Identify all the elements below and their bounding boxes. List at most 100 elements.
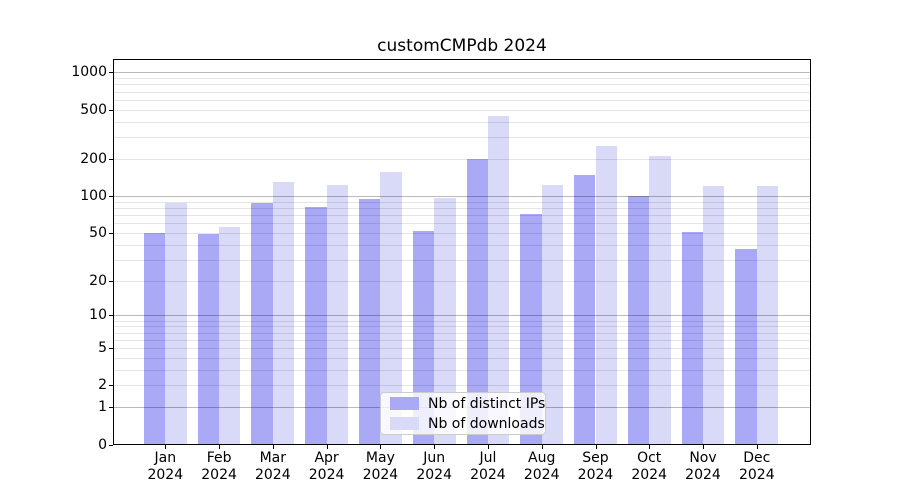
legend-item-downloads: Nb of downloads [390,416,545,432]
legend-item-distinct-ips: Nb of distinct IPs [390,396,545,412]
y-tick-label-200: 200 [80,150,107,167]
bar-nov-distinct-ips [681,231,703,445]
x-tick-sep [595,444,597,449]
x-tick-apr [326,444,328,449]
minor-gridline-40 [114,244,810,246]
y-tick-1000 [109,72,113,74]
minor-gridline-9 [114,320,810,322]
y-tick-2 [109,385,113,387]
minor-gridline-200 [114,158,810,160]
minor-gridline-90 [114,201,810,203]
bar-feb-distinct-ips [197,233,220,445]
x-tick-aug [541,444,543,449]
bar-jun-distinct-ips [412,230,435,445]
minor-gridline-20 [114,280,810,282]
minor-gridline-70 [114,214,810,216]
bar-dec-distinct-ips [735,248,757,445]
minor-gridline-4 [114,357,810,359]
minor-gridline-50 [114,232,810,234]
minor-gridline-80 [114,207,810,209]
bar-oct-distinct-ips [627,196,650,445]
x-tick-label-nov: Nov 2024 [685,449,721,483]
chart-title: customCMPdb 2024 [377,36,547,56]
bar-nov-downloads [703,186,725,445]
x-tick-label-mar: Mar 2024 [254,449,291,483]
bar-may-distinct-ips [359,198,381,445]
bar-may-downloads [380,171,402,445]
bar-sep-downloads [595,145,617,445]
y-tick-label-1000: 1000 [71,64,107,81]
x-tick-label-aug: Aug 2024 [523,449,560,483]
x-tick-label-dec: Dec 2024 [738,449,775,483]
minor-gridline-5 [114,348,810,349]
minor-gridline-7 [114,332,810,334]
minor-gridline-2 [114,385,810,387]
bar-mar-distinct-ips [251,203,273,445]
x-tick-nov [703,444,704,449]
x-tick-jan [165,444,167,449]
bar-jun-downloads [434,198,456,445]
y-tick-100 [109,196,113,197]
y-tick-label-20: 20 [89,272,107,289]
major-gridline-100 [114,196,810,197]
y-tick-label-0: 0 [98,436,107,453]
y-tick-label-1: 1 [98,399,107,416]
bar-aug-distinct-ips [520,214,542,445]
minor-gridline-300 [114,137,810,139]
bar-oct-downloads [649,155,671,445]
bar-dec-downloads [756,186,779,445]
y-tick-label-5: 5 [98,340,107,356]
y-tick-0 [109,444,113,446]
x-tick-label-jan: Jan 2024 [147,449,184,483]
minor-gridline-700 [114,91,810,93]
bar-aug-downloads [541,184,564,445]
y-tick-10 [109,315,113,317]
y-tick-label-500: 500 [80,101,107,118]
bar-feb-downloads [219,226,241,445]
y-tick-label-50: 50 [89,224,107,241]
minor-gridline-8 [114,326,810,328]
x-tick-feb [219,444,221,449]
x-tick-jun [434,444,436,449]
minor-gridline-400 [114,121,810,123]
bar-sep-distinct-ips [574,175,596,445]
minor-gridline-600 [114,99,810,101]
legend-label-downloads: Nb of downloads [428,415,545,432]
x-tick-label-jun: Jun 2024 [416,449,452,483]
bar-apr-distinct-ips [305,206,327,445]
x-tick-may [380,444,382,449]
y-tick-500 [109,109,113,111]
y-tick-1 [109,407,113,409]
minor-gridline-30 [114,259,810,261]
minor-gridline-800 [114,84,810,86]
x-tick-label-oct: Oct 2024 [631,449,667,483]
legend-swatch-downloads [390,417,419,430]
legend: Nb of distinct IPs Nb of downloads [380,392,546,435]
y-tick-5 [109,348,113,349]
y-tick-label-10: 10 [89,307,107,324]
y-tick-label-2: 2 [98,377,107,394]
bar-apr-downloads [326,184,348,445]
bar-jan-downloads [165,203,187,445]
x-tick-label-may: May 2024 [362,449,399,483]
y-tick-20 [109,280,113,282]
x-tick-jul [487,444,489,449]
minor-gridline-3 [114,369,810,371]
bar-jul-distinct-ips [466,159,488,445]
x-tick-label-sep: Sep 2024 [577,449,614,483]
y-tick-200 [109,158,113,160]
bar-mar-downloads [272,182,295,445]
bar-jan-distinct-ips [143,232,166,445]
major-gridline-1000 [114,72,810,74]
minor-gridline-60 [114,223,810,225]
x-tick-mar [272,444,274,449]
y-tick-label-100: 100 [80,188,107,204]
minor-gridline-900 [114,78,810,80]
x-tick-dec [756,444,758,449]
minor-gridline-6 [114,339,810,341]
legend-swatch-distinct-ips [390,397,419,410]
major-gridline-10 [114,315,810,317]
x-tick-label-jul: Jul 2024 [470,449,506,483]
y-tick-50 [109,232,113,234]
